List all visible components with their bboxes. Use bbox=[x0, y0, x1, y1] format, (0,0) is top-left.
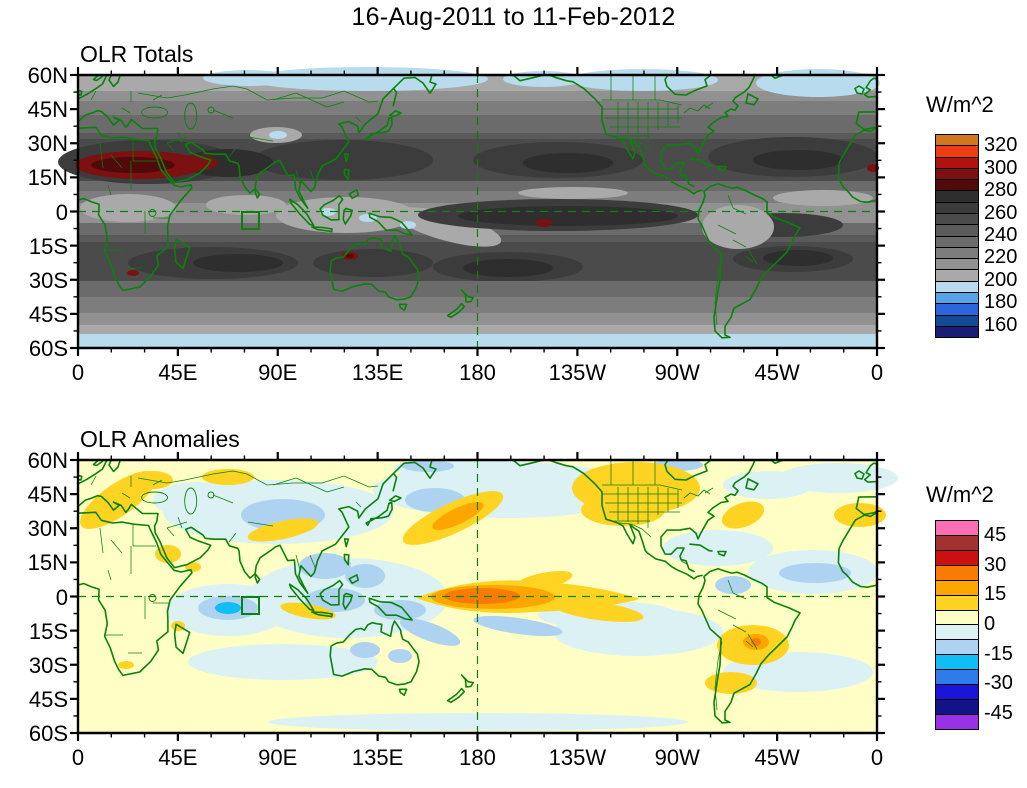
y-tick-label: 15N bbox=[27, 550, 68, 576]
colorbar-tick-label: 180 bbox=[984, 291, 1018, 314]
colorbar-tick-label: 260 bbox=[984, 201, 1018, 224]
y-tick-label: 30N bbox=[27, 516, 68, 542]
colorbar-segment bbox=[936, 280, 978, 292]
colorbar-tick-label: 280 bbox=[984, 179, 1018, 202]
x-tick-label: 0 bbox=[870, 360, 884, 385]
colorbar-totals bbox=[935, 134, 979, 338]
colorbar-tick-label: 45 bbox=[984, 523, 1007, 546]
x-tick-label: 45E bbox=[158, 745, 198, 770]
colorbar-segment bbox=[936, 654, 978, 670]
x-tick-label: 0 bbox=[71, 745, 85, 770]
map-frame bbox=[78, 75, 877, 348]
colorbar-segment bbox=[936, 314, 978, 326]
y-tick-label: 45S bbox=[28, 686, 68, 712]
y-tick-label: 45N bbox=[27, 482, 68, 508]
contour-field-anomalies bbox=[78, 458, 898, 733]
colorbar-segment bbox=[936, 713, 978, 729]
colorbar-units-anomalies: W/m^2 bbox=[926, 482, 994, 507]
colorbar-segment bbox=[936, 534, 978, 550]
colorbar-tick-label: 15 bbox=[984, 583, 1007, 606]
y-tick-label: 60N bbox=[27, 448, 68, 473]
colorbar-segment bbox=[936, 639, 978, 655]
colorbar-segment bbox=[936, 258, 978, 270]
colorbar-tick-label: 0 bbox=[984, 613, 996, 635]
y-tick-label: 45N bbox=[27, 97, 68, 123]
x-tick-label: 180 bbox=[459, 745, 496, 770]
y-tick-label: 0 bbox=[55, 199, 68, 225]
colorbar-segment bbox=[936, 201, 978, 213]
colorbar-segment bbox=[936, 669, 978, 685]
colorbar-segment bbox=[936, 291, 978, 304]
colorbar-segment bbox=[936, 325, 978, 338]
colorbar-segment bbox=[936, 167, 978, 180]
colorbar-segment bbox=[936, 224, 978, 236]
y-tick-label: 15S bbox=[28, 233, 68, 259]
y-tick-label: 0 bbox=[55, 584, 68, 610]
x-tick-label: 90E bbox=[258, 745, 298, 770]
colorbar-tick-label: 240 bbox=[984, 224, 1018, 246]
colorbar-tick-label: 220 bbox=[984, 246, 1018, 269]
colorbar-segment bbox=[936, 699, 978, 714]
y-tick-label: 45S bbox=[28, 301, 68, 327]
x-tick-label: 135W bbox=[548, 360, 607, 385]
colorbar-segment bbox=[936, 156, 978, 168]
colorbar-segment bbox=[936, 579, 978, 595]
colorbar-segment bbox=[936, 609, 978, 625]
y-tick-label: 15N bbox=[27, 165, 68, 191]
colorbar-segment bbox=[936, 564, 978, 580]
x-tick-label: 180 bbox=[459, 360, 496, 385]
y-tick-label: 30S bbox=[28, 267, 68, 293]
contour-field-totals bbox=[58, 67, 880, 348]
colorbar-segment bbox=[936, 145, 978, 157]
colorbar-tick-label: -30 bbox=[984, 672, 1013, 695]
colorbar-segment bbox=[936, 549, 978, 565]
colorbar-segment bbox=[936, 594, 978, 610]
colorbar-segment bbox=[936, 269, 978, 281]
colorbar-tick-label: 200 bbox=[984, 268, 1018, 291]
colorbar-anomalies bbox=[935, 520, 979, 730]
x-tick-label: 135W bbox=[548, 745, 607, 770]
colorbar-tick-label: 320 bbox=[984, 134, 1018, 157]
x-tick-label: 45E bbox=[158, 360, 198, 385]
axis-ticks bbox=[70, 67, 885, 356]
y-tick-label: 30N bbox=[27, 131, 68, 157]
y-tick-label: 60N bbox=[27, 63, 68, 88]
colorbar-segment bbox=[936, 521, 978, 535]
colorbar-tick-label: 300 bbox=[984, 156, 1018, 179]
x-tick-label: 45W bbox=[754, 360, 800, 385]
colorbar-tick-label: -45 bbox=[984, 702, 1013, 725]
colorbar-segment bbox=[936, 684, 978, 700]
map-frame bbox=[78, 460, 877, 733]
x-tick-label: 135E bbox=[351, 745, 404, 770]
x-tick-label: 0 bbox=[870, 745, 884, 770]
colorbar-tick-label: -15 bbox=[984, 642, 1013, 665]
colorbar-segment bbox=[936, 303, 978, 315]
x-tick-label: 90W bbox=[654, 745, 700, 770]
map-olr-totals bbox=[58, 67, 877, 348]
colorbar-segment bbox=[936, 179, 978, 191]
colorbar-units-totals: W/m^2 bbox=[926, 92, 994, 117]
colorbar-tick-label: 160 bbox=[984, 313, 1018, 336]
panel-title-anomalies: OLR Anomalies bbox=[80, 426, 240, 452]
map-olr-anomalies bbox=[78, 460, 898, 733]
panel-title-totals: OLR Totals bbox=[80, 41, 194, 67]
colorbar-segment bbox=[936, 624, 978, 640]
figure-title: 16-Aug-2011 to 11-Feb-2012 bbox=[351, 3, 676, 31]
colorbar-segment bbox=[936, 190, 978, 202]
x-tick-label: 45W bbox=[754, 745, 800, 770]
colorbar-tick-label: 30 bbox=[984, 553, 1007, 576]
y-tick-label: 15S bbox=[28, 618, 68, 644]
y-tick-label: 30S bbox=[28, 652, 68, 678]
x-tick-label: 90W bbox=[654, 360, 700, 385]
x-tick-label: 135E bbox=[351, 360, 404, 385]
y-tick-label: 60S bbox=[28, 336, 68, 361]
x-tick-label: 0 bbox=[71, 360, 85, 385]
colorbar-segment bbox=[936, 235, 978, 247]
colorbar-segment bbox=[936, 135, 978, 146]
x-tick-label: 90E bbox=[258, 360, 298, 385]
colorbar-segment bbox=[936, 212, 978, 225]
colorbar-segment bbox=[936, 246, 978, 259]
y-tick-label: 60S bbox=[28, 721, 68, 746]
